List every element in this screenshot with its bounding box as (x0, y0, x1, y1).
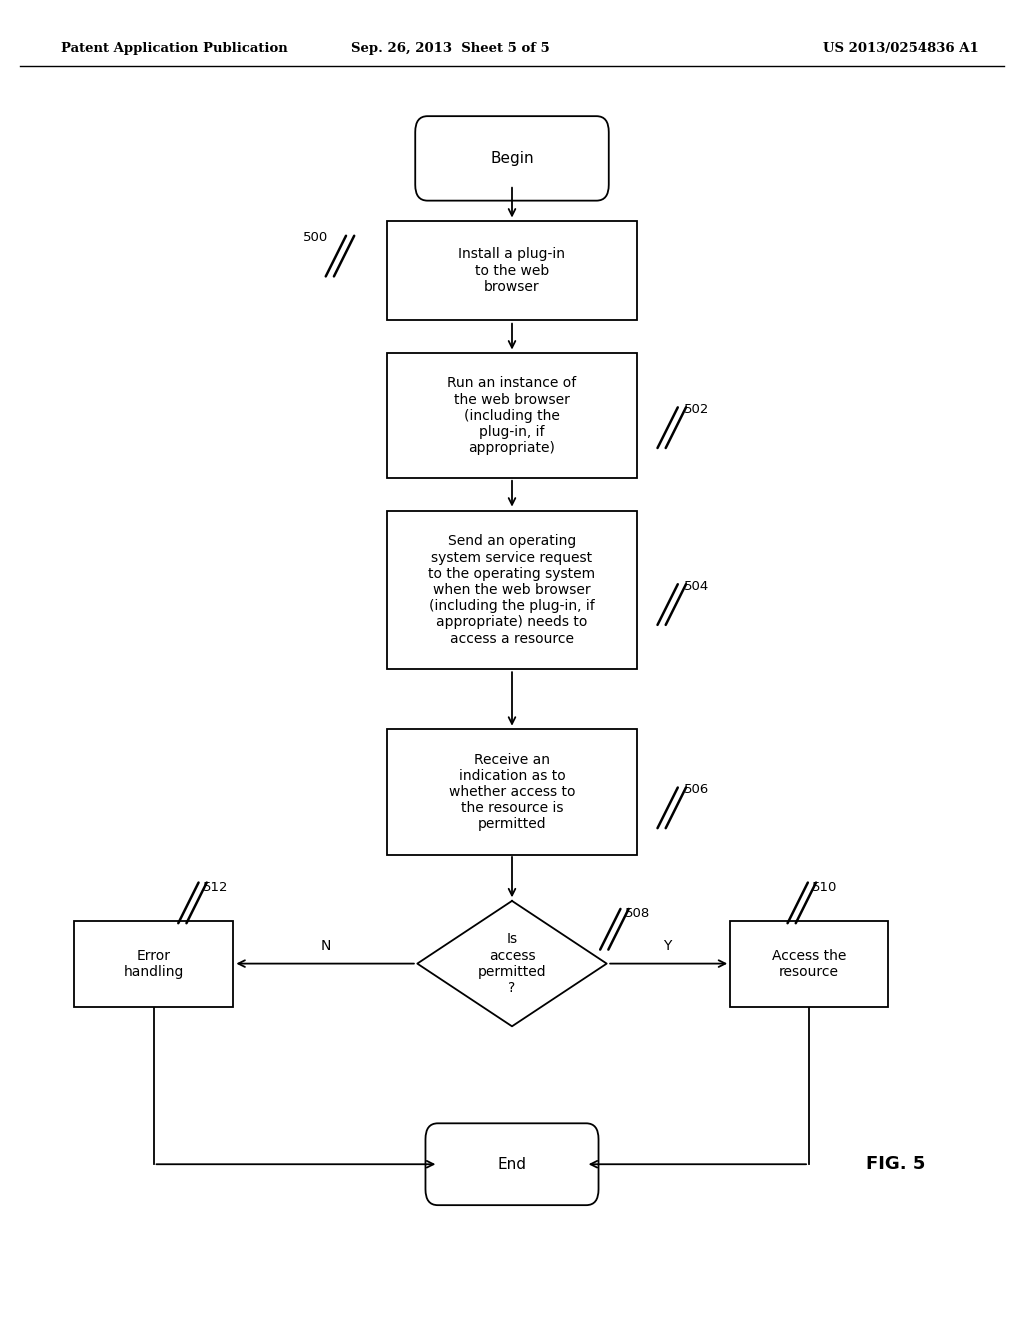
Text: Send an operating
system service request
to the operating system
when the web br: Send an operating system service request… (428, 535, 596, 645)
Text: Run an instance of
the web browser
(including the
plug-in, if
appropriate): Run an instance of the web browser (incl… (447, 376, 577, 455)
Bar (387, 220, 637, 319)
Text: 512: 512 (203, 880, 228, 894)
Text: 510: 510 (812, 880, 838, 894)
Text: Error
handling: Error handling (124, 949, 183, 978)
Text: Begin: Begin (490, 150, 534, 166)
Text: 502: 502 (684, 403, 710, 416)
Text: Receive an
indication as to
whether access to
the resource is
permitted: Receive an indication as to whether acce… (449, 752, 575, 832)
Text: Install a plug-in
to the web
browser: Install a plug-in to the web browser (459, 247, 565, 294)
Text: End: End (498, 1156, 526, 1172)
FancyBboxPatch shape (426, 1123, 598, 1205)
Bar (74, 921, 232, 1006)
Text: Access the
resource: Access the resource (772, 949, 846, 978)
FancyBboxPatch shape (416, 116, 608, 201)
Bar (387, 352, 637, 478)
Text: Is
access
permitted
?: Is access permitted ? (477, 932, 547, 995)
Text: Patent Application Publication: Patent Application Publication (61, 42, 288, 55)
Text: FIG. 5: FIG. 5 (866, 1155, 926, 1173)
Text: 504: 504 (684, 579, 710, 593)
Text: 506: 506 (684, 783, 710, 796)
Bar (729, 921, 889, 1006)
Text: 500: 500 (303, 231, 328, 244)
Text: 508: 508 (625, 907, 650, 920)
Text: Sep. 26, 2013  Sheet 5 of 5: Sep. 26, 2013 Sheet 5 of 5 (351, 42, 550, 55)
Text: US 2013/0254836 A1: US 2013/0254836 A1 (823, 42, 979, 55)
Text: N: N (321, 939, 331, 953)
Polygon shape (418, 900, 606, 1027)
Bar (387, 729, 637, 855)
Text: Y: Y (664, 939, 672, 953)
Bar (387, 511, 637, 669)
